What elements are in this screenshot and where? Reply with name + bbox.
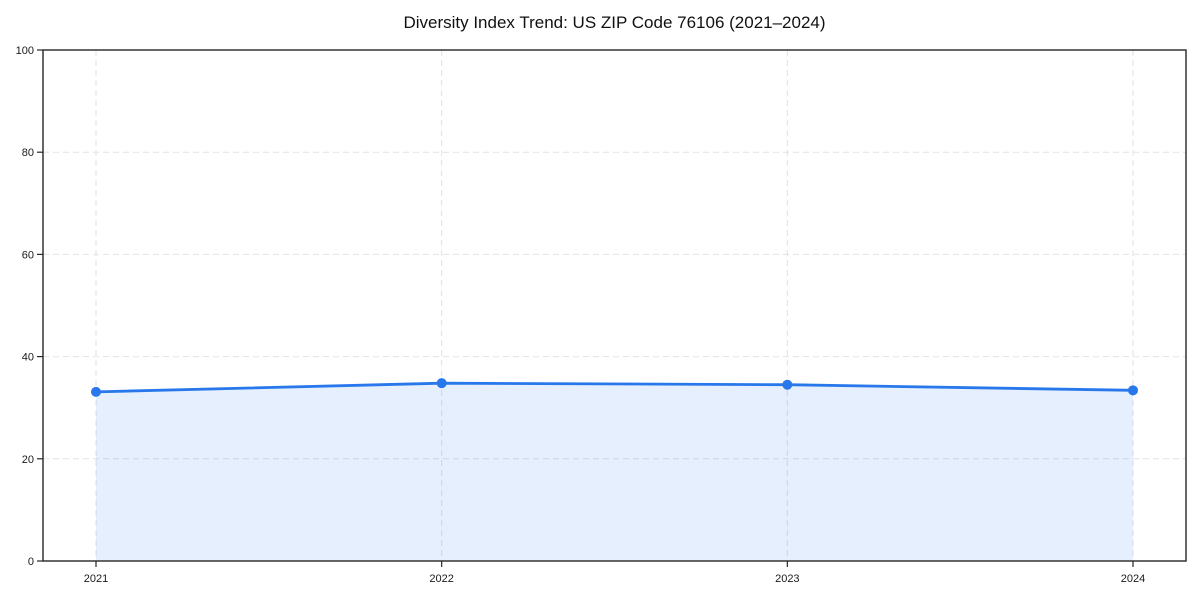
data-point-2023	[782, 379, 793, 390]
x-tick-label: 2021	[84, 573, 108, 585]
plot-border	[42, 49, 1187, 562]
y-tick-label: 60	[22, 249, 34, 261]
x-tick-label: 2023	[775, 573, 799, 585]
y-tick-label: 40	[22, 352, 34, 364]
x-tick-label: 2024	[1121, 573, 1145, 585]
area-fill	[96, 383, 1133, 561]
y-tick-label: 20	[22, 454, 34, 466]
y-tick-label: 80	[22, 147, 34, 159]
trend-line	[94, 381, 1135, 394]
y-tick-label: 0	[28, 556, 34, 568]
y-tick-label: 100	[16, 45, 34, 57]
plot-background	[43, 50, 1186, 561]
data-point-2021	[91, 386, 101, 397]
chart-title: Diversity Index Trend: US ZIP Code 76106…	[403, 13, 826, 32]
data-point-2024	[1128, 385, 1138, 396]
x-tick-label: 2022	[429, 573, 453, 585]
data-point-2022	[436, 378, 447, 389]
